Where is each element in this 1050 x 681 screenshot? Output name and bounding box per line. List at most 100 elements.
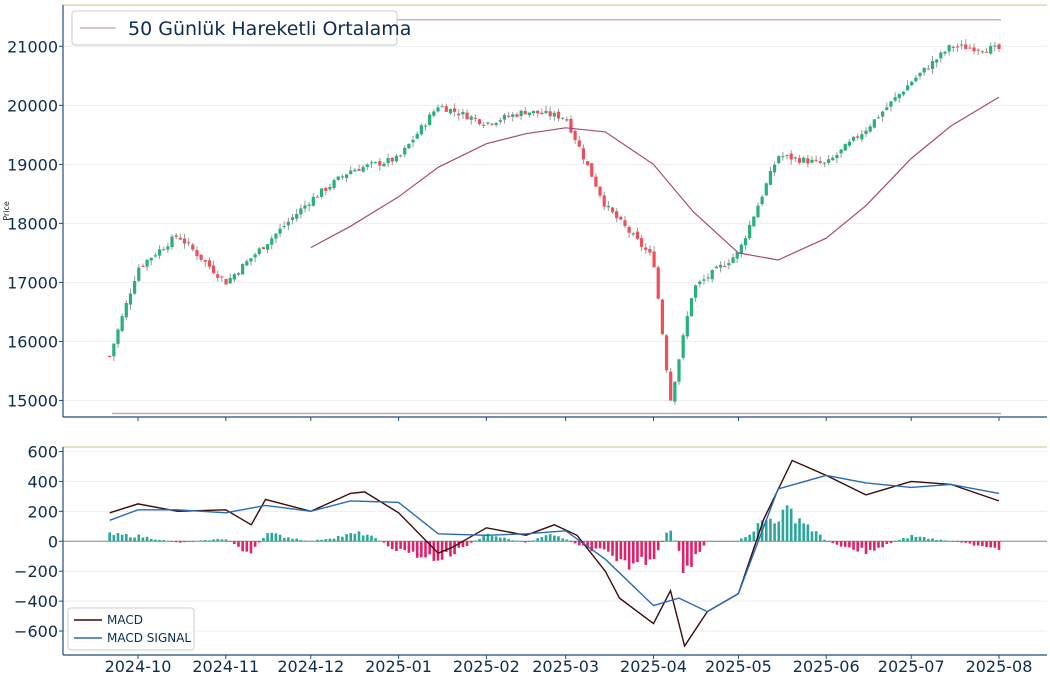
candle-up: [295, 213, 299, 219]
macd-hist-bar-positive: [133, 537, 136, 542]
macd-hist-bar-negative: [602, 541, 606, 550]
macd-hist-bar-negative: [848, 541, 851, 548]
candle-up: [993, 45, 997, 47]
candle-up: [374, 161, 378, 163]
macd-hist-bar-positive: [324, 539, 328, 542]
candle-up: [286, 221, 290, 226]
price-ytick-label: 16000: [7, 332, 58, 351]
macd-hist-bar-positive: [723, 541, 727, 542]
candle-down: [523, 110, 527, 115]
candle-down: [806, 158, 810, 164]
macd-hist-bar-positive: [208, 540, 211, 542]
macd-hist-bar-positive: [735, 541, 739, 542]
macd-hist-bar-negative: [843, 541, 847, 547]
candle-down: [482, 124, 486, 126]
price-legend-label: 50 Günlük Hareketli Ortalama: [128, 18, 411, 40]
macd-hist-bar-positive: [120, 534, 124, 542]
candle-up: [369, 162, 374, 164]
macd-hist-bar-positive: [224, 539, 228, 542]
macd-hist-bar-positive: [129, 537, 132, 542]
candle-up: [436, 107, 440, 112]
candle-down: [818, 161, 822, 163]
macd-hist-bar-negative: [390, 541, 394, 550]
candle-up: [677, 359, 681, 382]
candle-down: [627, 227, 631, 233]
candle-down: [723, 265, 727, 267]
candle-down: [199, 254, 203, 260]
macd-hist-bar-positive: [154, 539, 157, 542]
macd-hist-bar-positive: [806, 524, 810, 542]
candle-down: [652, 251, 656, 268]
candle-up: [407, 143, 411, 149]
macd-hist-bar-negative: [528, 541, 531, 542]
macd-hist-bar-positive: [316, 539, 319, 542]
candle-up: [340, 176, 344, 178]
macd-hist-bar-positive: [910, 534, 914, 542]
candle-up: [739, 244, 743, 254]
macd-hist-bar-negative: [644, 541, 648, 565]
candle-up: [411, 139, 415, 143]
price-ytick-label: 19000: [7, 155, 58, 174]
candle-up: [386, 158, 390, 164]
macd-hist-bar-negative: [611, 541, 614, 556]
candle-down: [473, 117, 477, 119]
price-legend-box: [71, 10, 398, 46]
macd-hist-bar-negative: [228, 541, 232, 542]
x-tick-label: 2024-11: [192, 657, 259, 676]
candle-up: [718, 264, 723, 268]
macd-hist-bar-negative: [893, 541, 897, 542]
candle-down: [195, 250, 199, 257]
macd-hist-bar-negative: [191, 541, 195, 542]
candle-up: [253, 254, 257, 258]
candle-up: [365, 164, 369, 167]
macd-hist-bar-positive: [553, 535, 556, 542]
macd-hist-bar-negative: [386, 541, 390, 547]
macd-hist-bar-negative: [652, 541, 656, 560]
candle-up: [228, 277, 232, 284]
macd-hist-bar-positive: [773, 523, 776, 542]
macd-hist-bar-negative: [407, 541, 411, 553]
candle-up: [781, 156, 785, 158]
macd-hist-bar-negative: [993, 541, 997, 548]
macd-hist-bar-positive: [312, 540, 315, 542]
macd-hist-bar-positive: [798, 518, 801, 542]
macd-hist-bar-positive: [752, 531, 756, 542]
macd-hist-bar-negative: [411, 541, 415, 552]
macd-legend: MACD MACD SIGNAL: [67, 607, 195, 651]
macd-hist-bar-negative: [586, 541, 589, 548]
candle-up: [353, 169, 357, 172]
candle-down: [457, 113, 461, 116]
candle-down: [951, 46, 955, 48]
macd-hist-bar-positive: [731, 541, 735, 542]
macd-hist-bar-positive: [503, 537, 506, 542]
macd-ytick-label: 0: [48, 532, 58, 551]
macd-hist-bar-negative: [868, 541, 872, 550]
candle-up: [162, 249, 166, 251]
macd-hist-bar-negative: [415, 541, 419, 558]
macd-hist-bar-negative: [951, 541, 955, 542]
macd-hist-bar-positive: [499, 537, 502, 542]
candle-up: [494, 122, 498, 125]
candle-up: [236, 273, 241, 275]
macd-hist-bar-negative: [640, 541, 643, 557]
macd-hist-bar-positive: [328, 538, 332, 542]
candle-up: [802, 157, 806, 163]
candle-up: [249, 258, 253, 262]
macd-hist-bar-positive: [361, 535, 365, 542]
candle-up: [270, 238, 274, 245]
candle-down: [955, 46, 960, 48]
candle-up: [897, 94, 901, 99]
candle-up: [303, 205, 307, 209]
macd-hist-bar-negative: [428, 541, 431, 555]
candle-up: [943, 51, 947, 54]
macd-hist-bar-negative: [877, 541, 880, 548]
macd-hist-bar-negative: [981, 541, 984, 547]
candle-down: [984, 51, 989, 53]
macd-hist-bar-negative: [598, 541, 602, 549]
price-legend: 50 Günlük Hareketli Ortalama: [71, 10, 411, 46]
candle-up: [989, 46, 993, 54]
candle-down: [644, 247, 648, 250]
candle-down: [660, 299, 664, 335]
macd-hist-bar-negative: [968, 541, 972, 544]
